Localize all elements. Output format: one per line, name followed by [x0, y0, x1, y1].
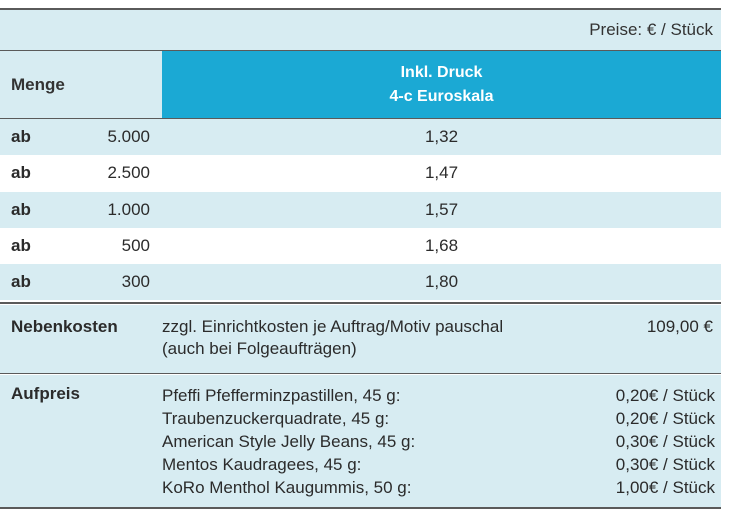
- row-price: 1,80: [424, 272, 459, 291]
- nebenkosten-section: Nebenkosten zzgl. Einrichtkosten je Auft…: [0, 305, 721, 373]
- top-rule: [0, 8, 721, 10]
- aufpreis-item-name: Traubenzuckerquadrate, 45 g:: [162, 409, 390, 428]
- row-quantity: 300: [121, 272, 150, 291]
- header-bottom-rule: [0, 118, 721, 119]
- row-quantity: 500: [121, 236, 150, 255]
- aufpreis-item-name: American Style Jelly Beans, 45 g:: [162, 432, 416, 451]
- row-prefix: ab: [11, 163, 31, 182]
- table-header: Menge Inkl. Druck 4-c Euroskala: [0, 51, 721, 118]
- aufpreis-item-name: Pfeffi Pfefferminzpastillen, 45 g:: [162, 386, 401, 405]
- table-row: ab 5.000 1,32: [0, 119, 721, 155]
- table-row: ab 1.000 1,57: [0, 192, 721, 228]
- row-price: 1,32: [424, 127, 459, 146]
- aufpreis-price-list: 0,20€ / Stück 0,20€ / Stück 0,30€ / Stüc…: [616, 384, 715, 499]
- aufpreis-item-list: Pfeffi Pfefferminzpastillen, 45 g: Traub…: [162, 384, 415, 499]
- section-rule: [0, 373, 721, 374]
- print-column-header: Inkl. Druck 4-c Euroskala: [162, 51, 721, 118]
- nebenkosten-text-line1: zzgl. Einrichtkosten je Auftrag/Motiv pa…: [162, 317, 504, 336]
- nebenkosten-label: Nebenkosten: [11, 317, 118, 336]
- bottom-rule: [0, 507, 721, 509]
- row-prefix: ab: [11, 272, 31, 291]
- table-row: ab 2.500 1,47: [0, 155, 721, 191]
- aufpreis-item-price: 0,20€ / Stück: [615, 386, 715, 405]
- row-quantity: 2.500: [107, 163, 150, 182]
- price-note-bar: Preise: € / Stück: [0, 10, 721, 50]
- print-column-subtitle: 4-c Euroskala: [389, 88, 494, 105]
- table-row: ab 300 1,80: [0, 264, 721, 300]
- row-prefix: ab: [11, 200, 31, 219]
- row-prefix: ab: [11, 236, 31, 255]
- aufpreis-section: Aufpreis Pfeffi Pfefferminzpastillen, 45…: [0, 375, 721, 507]
- nebenkosten-text-line2: (auch bei Folgeaufträgen): [162, 339, 357, 358]
- row-price: 1,68: [424, 236, 459, 255]
- aufpreis-item-name: Mentos Kaudragees, 45 g:: [162, 455, 362, 474]
- aufpreis-label: Aufpreis: [11, 384, 80, 403]
- row-quantity: 5.000: [107, 127, 150, 146]
- price-note: Preise: € / Stück: [589, 20, 713, 39]
- menge-header: Menge: [11, 75, 65, 94]
- row-prefix: ab: [11, 127, 31, 146]
- print-column-title: Inkl. Druck: [400, 64, 483, 81]
- aufpreis-item-price: 0,30€ / Stück: [615, 432, 715, 451]
- row-price: 1,57: [424, 200, 459, 219]
- aufpreis-item-price: 1,00€ / Stück: [615, 478, 715, 497]
- section-rule: [0, 302, 721, 304]
- aufpreis-item-price: 0,20€ / Stück: [615, 409, 715, 428]
- header-rule: [0, 50, 721, 51]
- aufpreis-item-name: KoRo Menthol Kaugummis, 50 g:: [162, 478, 412, 497]
- nebenkosten-amount: 109,00 €: [646, 317, 713, 336]
- row-quantity: 1.000: [107, 200, 150, 219]
- table-row: ab 500 1,68: [0, 228, 721, 264]
- row-price: 1,47: [424, 163, 459, 182]
- aufpreis-item-price: 0,30€ / Stück: [615, 455, 715, 474]
